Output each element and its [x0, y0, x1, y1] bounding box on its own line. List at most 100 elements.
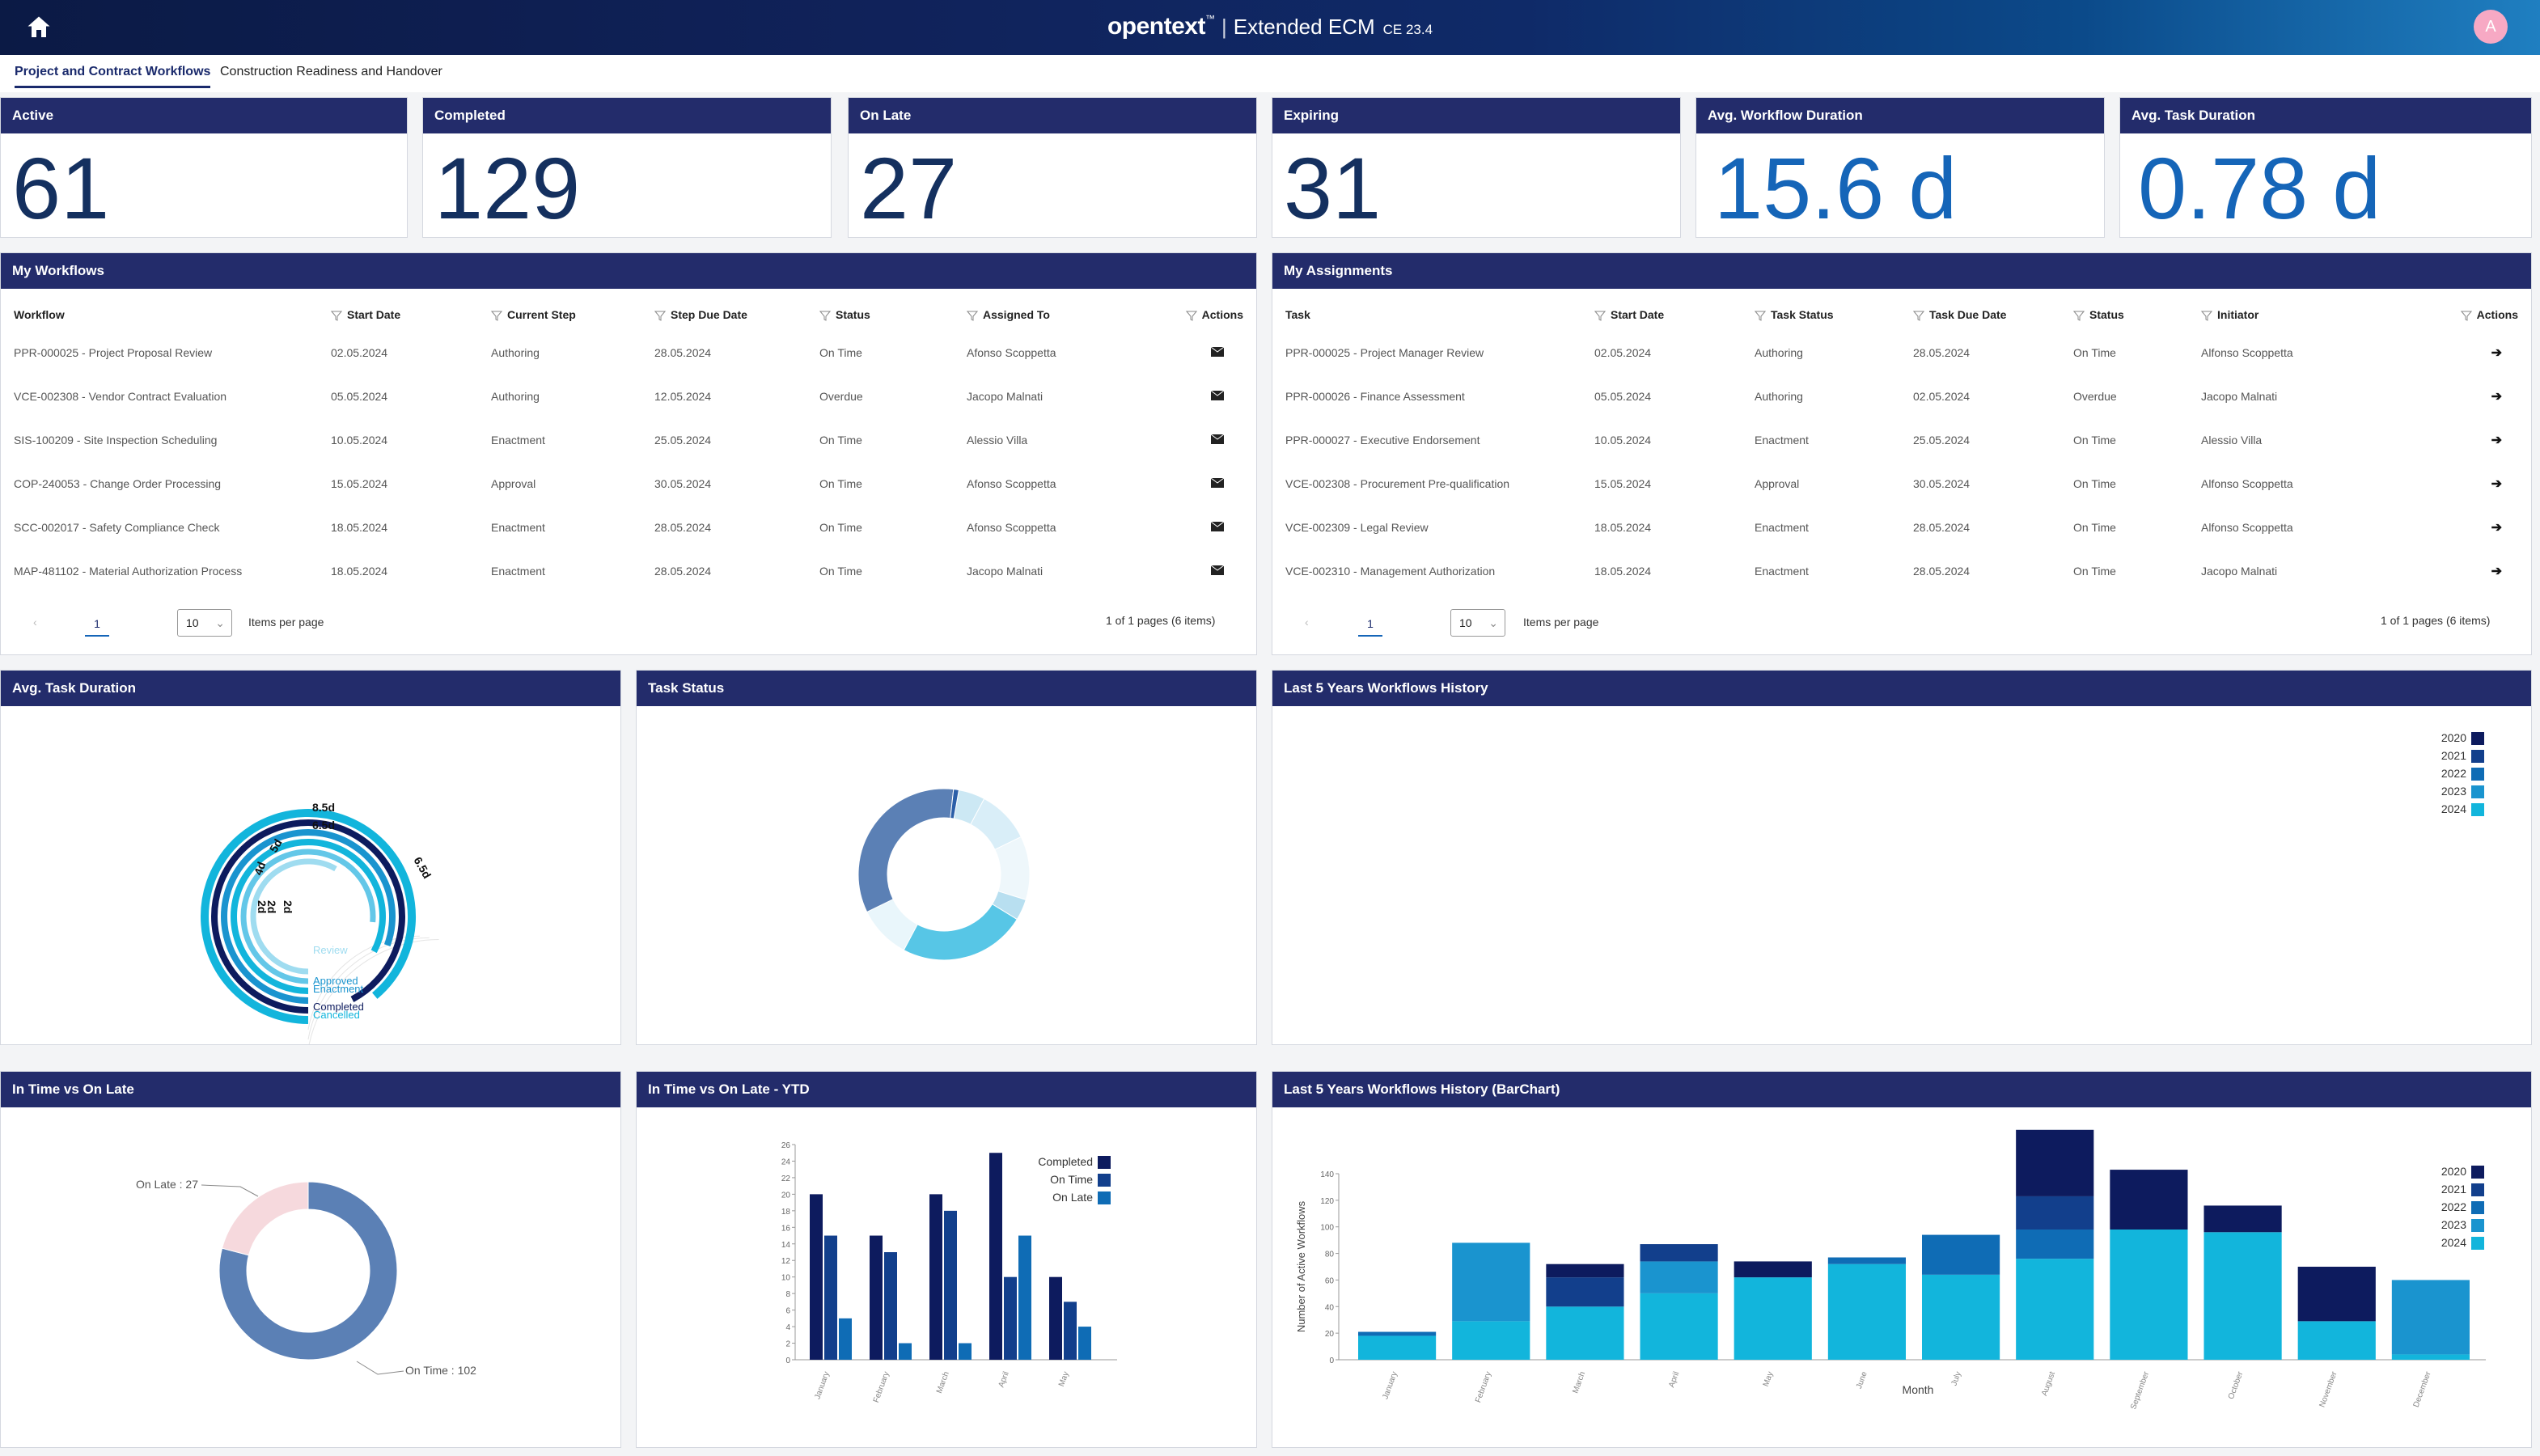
table-row[interactable]: PPR-000026 - Finance Assessment 05.05.202…	[1285, 390, 2502, 404]
column-header[interactable]: Actions	[1133, 298, 1248, 331]
bar-segment	[2110, 1170, 2188, 1230]
arc-value-label: 6.5d	[411, 855, 434, 881]
table-row[interactable]: PPR-000027 - Executive Endorsement 10.05.…	[1285, 434, 2502, 447]
table-row[interactable]: PPR-000025 - Project Manager Review 02.05…	[1285, 346, 2502, 360]
filter-icon[interactable]	[491, 310, 502, 321]
filter-icon[interactable]	[1185, 310, 1197, 321]
column-header[interactable]: Task	[1285, 308, 1310, 321]
y-tick-label: 22	[781, 1175, 791, 1183]
kpi-value: 27	[860, 139, 958, 237]
column-header[interactable]: Actions	[2392, 298, 2523, 331]
y-tick-label: 4	[785, 1323, 790, 1332]
bar-segment	[2391, 1280, 2470, 1355]
y-tick-label: 100	[1320, 1224, 1334, 1233]
table-row[interactable]: PPR-000025 - Project Proposal Review 02.0…	[9, 331, 1248, 375]
column-header[interactable]: Task Due Date	[1908, 298, 2068, 331]
page-number[interactable]: 1	[1358, 617, 1382, 637]
table-row[interactable]: MAP-481102 - Material Authorization Proc…	[9, 549, 1248, 593]
filter-icon[interactable]	[2460, 310, 2472, 321]
arrow-right-icon[interactable]: ➔	[2491, 434, 2502, 447]
task-status-panel: Task Status Authoring : 5Review : 10Appr…	[636, 670, 1257, 1045]
filter-icon[interactable]	[1913, 310, 1924, 321]
kpi-avg-task-duration: Avg. Task Duration 0.78 d	[2119, 97, 2532, 238]
arrow-right-icon[interactable]: ➔	[2491, 346, 2502, 360]
x-tick-label: July	[1949, 1370, 1962, 1386]
column-header[interactable]: Start Date	[326, 298, 486, 331]
prev-page-icon[interactable]: ‹	[33, 616, 37, 629]
column-header[interactable]: Current Step	[486, 298, 650, 331]
arrow-right-icon[interactable]: ➔	[2491, 565, 2502, 578]
tab-project-contract-workflows[interactable]: Project and Contract Workflows	[15, 65, 211, 88]
mail-icon[interactable]	[1210, 346, 1225, 357]
column-header[interactable]: Workflow	[14, 308, 65, 321]
y-tick-label: 6	[785, 1307, 790, 1316]
home-icon[interactable]	[24, 13, 53, 42]
bar-segment	[1640, 1293, 1718, 1360]
bar-segment	[1827, 1257, 1906, 1264]
legend-swatch	[2471, 732, 2484, 745]
y-tick-label: 60	[1325, 1276, 1335, 1285]
kpi-value: 129	[434, 139, 581, 237]
table-row[interactable]: VCE-002309 - Legal Review 18.05.2024 Enact…	[1285, 521, 2502, 535]
category-label: Completed	[313, 1001, 364, 1013]
filter-icon[interactable]	[819, 310, 831, 321]
page-number[interactable]: 1	[85, 617, 109, 637]
avatar[interactable]: A	[2474, 10, 2508, 44]
donut-slice	[221, 1181, 309, 1256]
kpi-label: Active	[1, 98, 407, 133]
table-row[interactable]: VCE-002310 - Management Authorization 18.…	[1285, 565, 2502, 578]
column-header[interactable]: Initiator	[2196, 298, 2392, 331]
column-header[interactable]: Task Status	[1750, 298, 1908, 331]
table-header-row: Workflow Start Date Current Step Step Du…	[9, 298, 1248, 331]
duration-arc	[250, 916, 309, 975]
filter-icon[interactable]	[967, 310, 978, 321]
prev-page-icon[interactable]: ‹	[1305, 616, 1309, 629]
table-row[interactable]: COP-240053 - Change Order Processing 15.0…	[9, 462, 1248, 506]
table-row[interactable]: SIS-100209 - Site Inspection Scheduling 1…	[9, 418, 1248, 462]
column-header[interactable]: Status	[815, 298, 962, 331]
page-size-select[interactable]: 10 ⌄	[1450, 609, 1505, 637]
duration-arc	[221, 829, 396, 946]
legend-label: 2020	[2441, 1165, 2466, 1178]
mail-icon[interactable]	[1210, 390, 1225, 400]
x-tick-label: September	[2129, 1370, 2151, 1411]
mail-icon[interactable]	[1210, 521, 1225, 531]
mail-icon[interactable]	[1210, 565, 1225, 575]
filter-icon[interactable]	[1594, 310, 1606, 321]
y-tick-label: 0	[1329, 1357, 1334, 1365]
arrow-right-icon[interactable]: ➔	[2491, 521, 2502, 535]
donut-slice	[950, 789, 959, 819]
kpi-expiring: Expiring 31	[1272, 97, 1681, 238]
arrow-right-icon[interactable]: ➔	[2491, 477, 2502, 491]
filter-icon[interactable]	[331, 310, 342, 321]
legend-label: 2020	[2441, 731, 2466, 744]
filter-icon[interactable]	[2201, 310, 2212, 321]
bar	[959, 1343, 972, 1360]
table-row[interactable]: VCE-002308 - Procurement Pre-qualificati…	[1285, 477, 2502, 491]
my-workflows-panel: My Workflows Workflow Start Date Current…	[0, 252, 1257, 655]
column-header[interactable]: Start Date	[1590, 298, 1750, 331]
bar	[884, 1252, 897, 1360]
pagination-summary: 1 of 1 pages (6 items)	[2381, 614, 2491, 627]
filter-icon[interactable]	[2073, 310, 2085, 321]
bar-segment	[1827, 1263, 1906, 1360]
column-header[interactable]: Step Due Date	[650, 298, 815, 331]
table-row[interactable]: VCE-002308 - Vendor Contract Evaluation 0…	[9, 375, 1248, 418]
bar	[929, 1194, 942, 1360]
column-header[interactable]: Status	[2068, 298, 2196, 331]
mail-icon[interactable]	[1210, 434, 1225, 444]
category-label: Cancelled	[313, 1009, 360, 1021]
slice-label: On Time : 102	[405, 1364, 476, 1377]
bar	[810, 1194, 823, 1360]
arrow-right-icon[interactable]: ➔	[2491, 390, 2502, 404]
filter-icon[interactable]	[654, 310, 666, 321]
page-size-select[interactable]: 10 ⌄	[177, 609, 232, 637]
mail-icon[interactable]	[1210, 477, 1225, 488]
column-header[interactable]: Assigned To	[962, 298, 1133, 331]
x-tick-label: May	[1057, 1370, 1071, 1388]
table-row[interactable]: SCC-002017 - Safety Compliance Check 18.0…	[9, 506, 1248, 549]
filter-icon[interactable]	[1755, 310, 1766, 321]
tab-construction-readiness[interactable]: Construction Readiness and Handover	[220, 65, 442, 78]
top-bar: opentext™ | Extended ECM CE 23.4 A	[0, 0, 2540, 55]
